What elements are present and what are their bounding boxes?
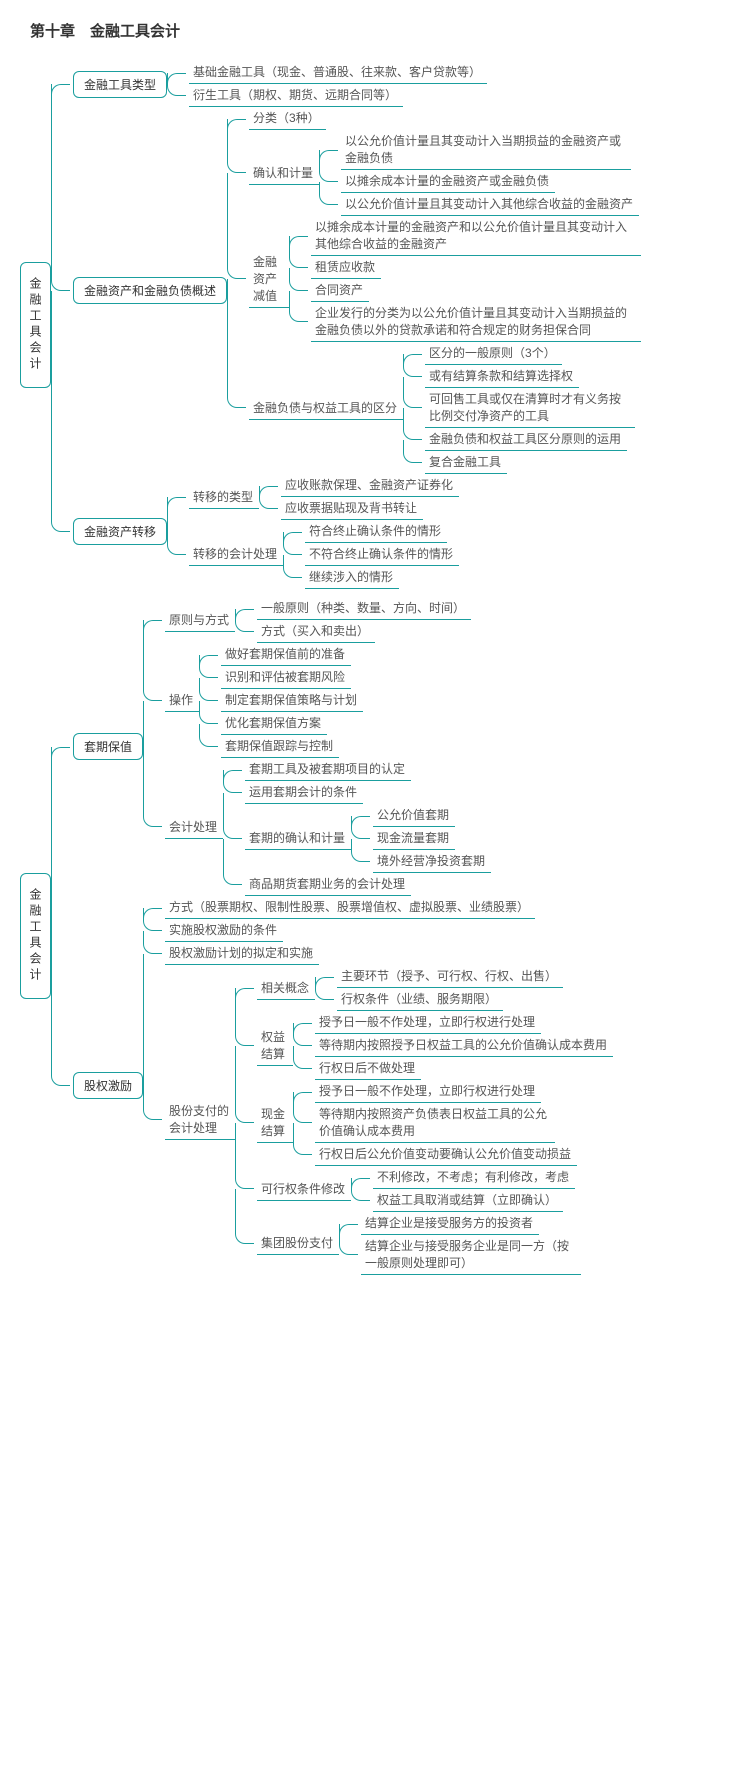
root-node-1: 金融工具会计 [20, 262, 51, 388]
leaf: 行权日后不做处理 [315, 1057, 421, 1080]
leaf: 境外经营净投资套期 [373, 850, 491, 873]
leaf: 行权日后公允价值变动要确认公允价值变动损益 [315, 1143, 577, 1166]
leaf: 可回售工具或仅在清算时才有义务按比例交付净资产的工具 [425, 388, 635, 428]
node: 集团股份支付 [257, 1232, 339, 1255]
node: 原则与方式 [165, 609, 235, 632]
leaf: 以公允价值计量且其变动计入其他综合收益的金融资产 [341, 193, 639, 216]
leaf: 或有结算条款和结算选择权 [425, 365, 579, 388]
leaf: 授予日一般不作处理，立即行权进行处理 [315, 1011, 541, 1034]
leaf: 基础金融工具（现金、普通股、往来款、客户贷款等） [189, 61, 487, 84]
leaf: 不符合终止确认条件的情形 [305, 543, 459, 566]
leaf: 结算企业是接受服务方的投资者 [361, 1212, 539, 1235]
node: 确认和计量 [249, 162, 319, 185]
leaf: 区分的一般原则（3个） [425, 342, 562, 365]
node: 金融资产减值 [249, 251, 289, 308]
leaf: 租赁应收款 [311, 256, 381, 279]
leaf: 授予日一般不作处理，立即行权进行处理 [315, 1080, 541, 1103]
node: 转移的类型 [189, 486, 259, 509]
leaf: 优化套期保值方案 [221, 712, 327, 735]
leaf: 应收账款保理、金融资产证券化 [281, 474, 459, 497]
node: 可行权条件修改 [257, 1178, 351, 1201]
leaf: 商品期货套期业务的会计处理 [245, 873, 411, 896]
leaf: 企业发行的分类为以公允价值计量且其变动计入当期损益的金融负债以外的贷款承诺和符合… [311, 302, 641, 342]
node: 操作 [165, 689, 199, 712]
leaf: 复合金融工具 [425, 451, 507, 474]
leaf: 合同资产 [311, 279, 369, 302]
leaf: 等待期内按照资产负债表日权益工具的公允价值确认成本费用 [315, 1103, 555, 1143]
leaf: 方式（买入和卖出） [257, 620, 375, 643]
leaf: 运用套期会计的条件 [245, 781, 363, 804]
leaf: 符合终止确认条件的情形 [305, 520, 447, 543]
node-hedge: 套期保值 [73, 733, 143, 760]
node: 股份支付的会计处理 [165, 1100, 235, 1140]
node: 金融负债与权益工具的区分 [249, 397, 403, 420]
node: 会计处理 [165, 816, 223, 839]
leaf: 行权条件（业绩、服务期限） [337, 988, 503, 1011]
leaf: 以摊余成本计量的金融资产或金融负债 [341, 170, 555, 193]
node-equity-incentive: 股权激励 [73, 1072, 143, 1099]
chapter-title: 第十章 金融工具会计 [20, 20, 746, 41]
leaf: 套期保值跟踪与控制 [221, 735, 339, 758]
leaf: 主要环节（授予、可行权、行权、出售） [337, 965, 563, 988]
node: 套期的确认和计量 [245, 827, 351, 850]
node: 现金结算 [257, 1103, 293, 1143]
node: 相关概念 [257, 977, 315, 1000]
leaf: 股权激励计划的拟定和实施 [165, 942, 319, 965]
leaf: 应收票据贴现及背书转让 [281, 497, 423, 520]
leaf: 现金流量套期 [373, 827, 455, 850]
mindmap: 金融工具会计 金融工具类型 基础金融工具（现金、普通股、往来款、客户贷款等） 衍… [20, 61, 746, 1275]
leaf: 分类（3种） [249, 107, 326, 130]
leaf: 金融负债和权益工具区分原则的运用 [425, 428, 627, 451]
leaf: 结算企业与接受服务企业是同一方（按一般原则处理即可） [361, 1235, 581, 1275]
leaf: 做好套期保值前的准备 [221, 643, 351, 666]
leaf: 以公允价值计量且其变动计入当期损益的金融资产或金融负债 [341, 130, 631, 170]
leaf: 方式（股票期权、限制性股票、股票增值权、虚拟股票、业绩股票） [165, 896, 535, 919]
leaf: 实施股权激励的条件 [165, 919, 283, 942]
node: 权益结算 [257, 1026, 293, 1066]
leaf: 一般原则（种类、数量、方向、时间） [257, 597, 471, 620]
leaf: 权益工具取消或结算（立即确认） [373, 1189, 563, 1212]
node: 转移的会计处理 [189, 543, 283, 566]
node-overview: 金融资产和金融负债概述 [73, 277, 227, 304]
leaf: 等待期内按照授予日权益工具的公允价值确认成本费用 [315, 1034, 613, 1057]
leaf: 套期工具及被套期项目的认定 [245, 758, 411, 781]
leaf: 继续涉入的情形 [305, 566, 399, 589]
leaf: 制定套期保值策略与计划 [221, 689, 363, 712]
leaf: 衍生工具（期权、期货、远期合同等） [189, 84, 403, 107]
leaf: 以摊余成本计量的金融资产和以公允价值计量且其变动计入其他综合收益的金融资产 [311, 216, 641, 256]
leaf: 不利修改，不考虑；有利修改，考虑 [373, 1166, 575, 1189]
root-node-2: 金融工具会计 [20, 873, 51, 999]
leaf: 公允价值套期 [373, 804, 455, 827]
node-type: 金融工具类型 [73, 71, 167, 98]
node-transfer: 金融资产转移 [73, 518, 167, 545]
leaf: 识别和评估被套期风险 [221, 666, 351, 689]
